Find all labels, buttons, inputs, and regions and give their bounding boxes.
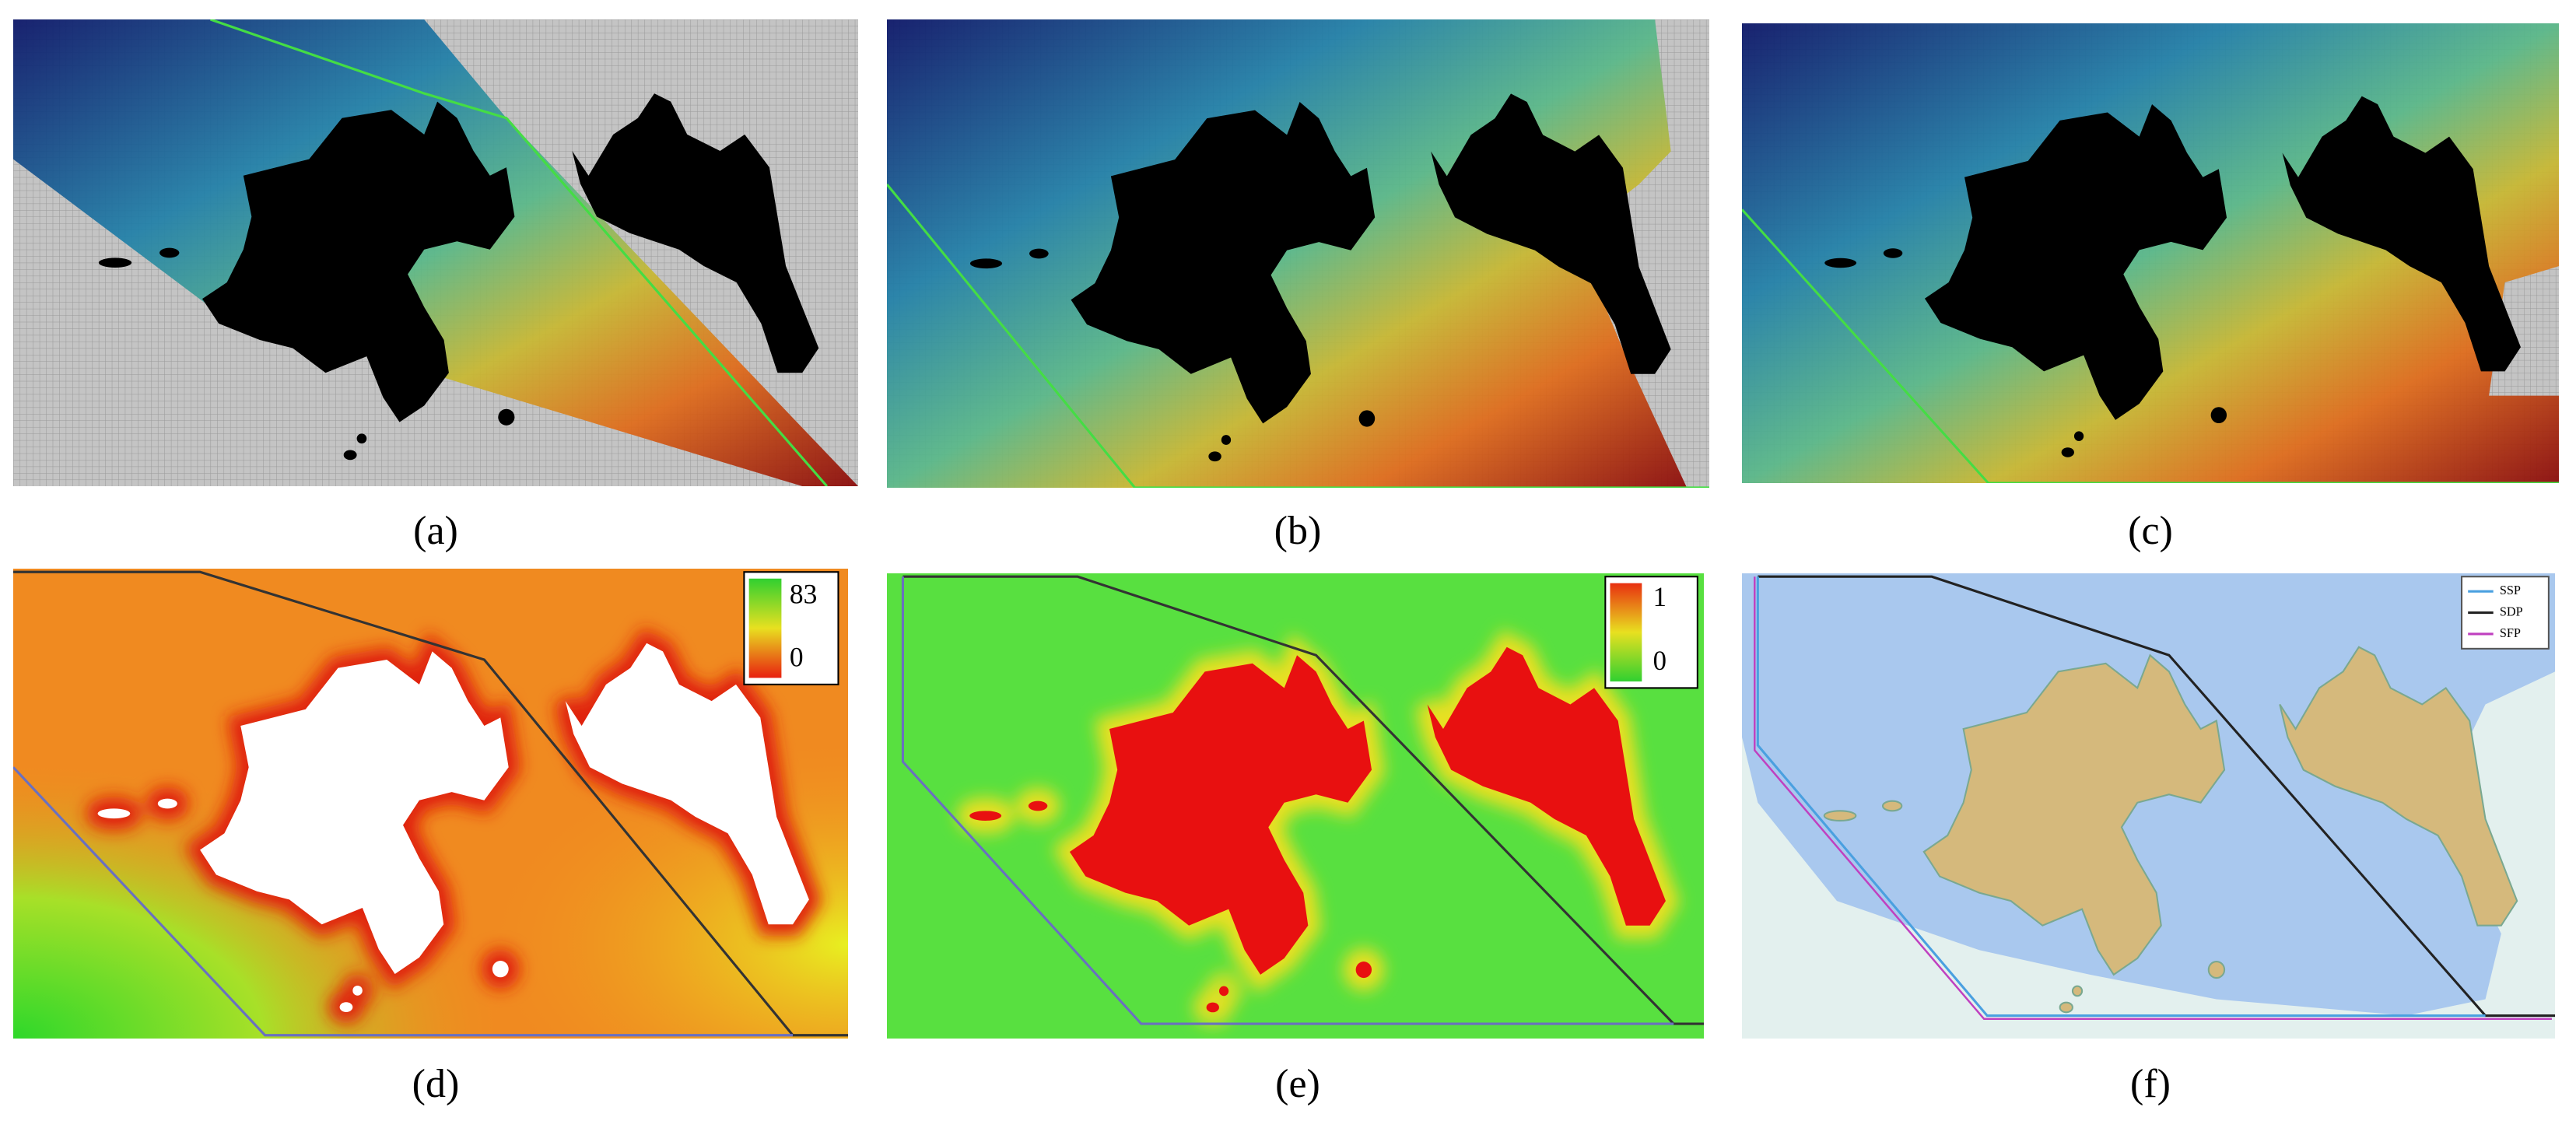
route	[210, 19, 829, 486]
legend-label: SFP	[2500, 625, 2521, 640]
colorbar-max: 1	[1653, 581, 1667, 612]
legend-label: SDP	[2500, 604, 2523, 618]
panel-e: 1 0	[887, 573, 1704, 1039]
colorbar-min: 0	[1653, 646, 1667, 677]
route-ssp	[13, 766, 794, 1037]
panel-a	[13, 19, 858, 486]
caption: (c)	[2128, 509, 2173, 553]
route-sdp	[902, 575, 1704, 1025]
route-sdp	[13, 570, 848, 1037]
caption: (b)	[1274, 509, 1322, 553]
caption: (f)	[2130, 1062, 2171, 1106]
route-sfp	[1754, 576, 2552, 1020]
panel-c	[1742, 23, 2559, 483]
caption: (e)	[1275, 1062, 1320, 1106]
route-ssp	[901, 576, 1674, 1025]
caption: (d)	[412, 1062, 460, 1106]
panel-f: SSP SDP SFP	[1742, 573, 2555, 1039]
panel-b	[887, 19, 1709, 488]
cost-field	[13, 19, 858, 486]
colorbar	[1610, 583, 1642, 681]
route-ssp	[1756, 576, 2486, 1018]
legend-label: SSP	[2500, 583, 2521, 597]
route	[1742, 208, 2559, 483]
colorbar-max: 83	[790, 578, 817, 609]
panel-d: 83 0	[13, 569, 848, 1039]
colorbar-min: 0	[790, 641, 804, 672]
caption: (a)	[413, 509, 458, 553]
route	[887, 183, 1709, 488]
colorbar	[748, 578, 782, 678]
route-sdp	[1758, 575, 2555, 1018]
